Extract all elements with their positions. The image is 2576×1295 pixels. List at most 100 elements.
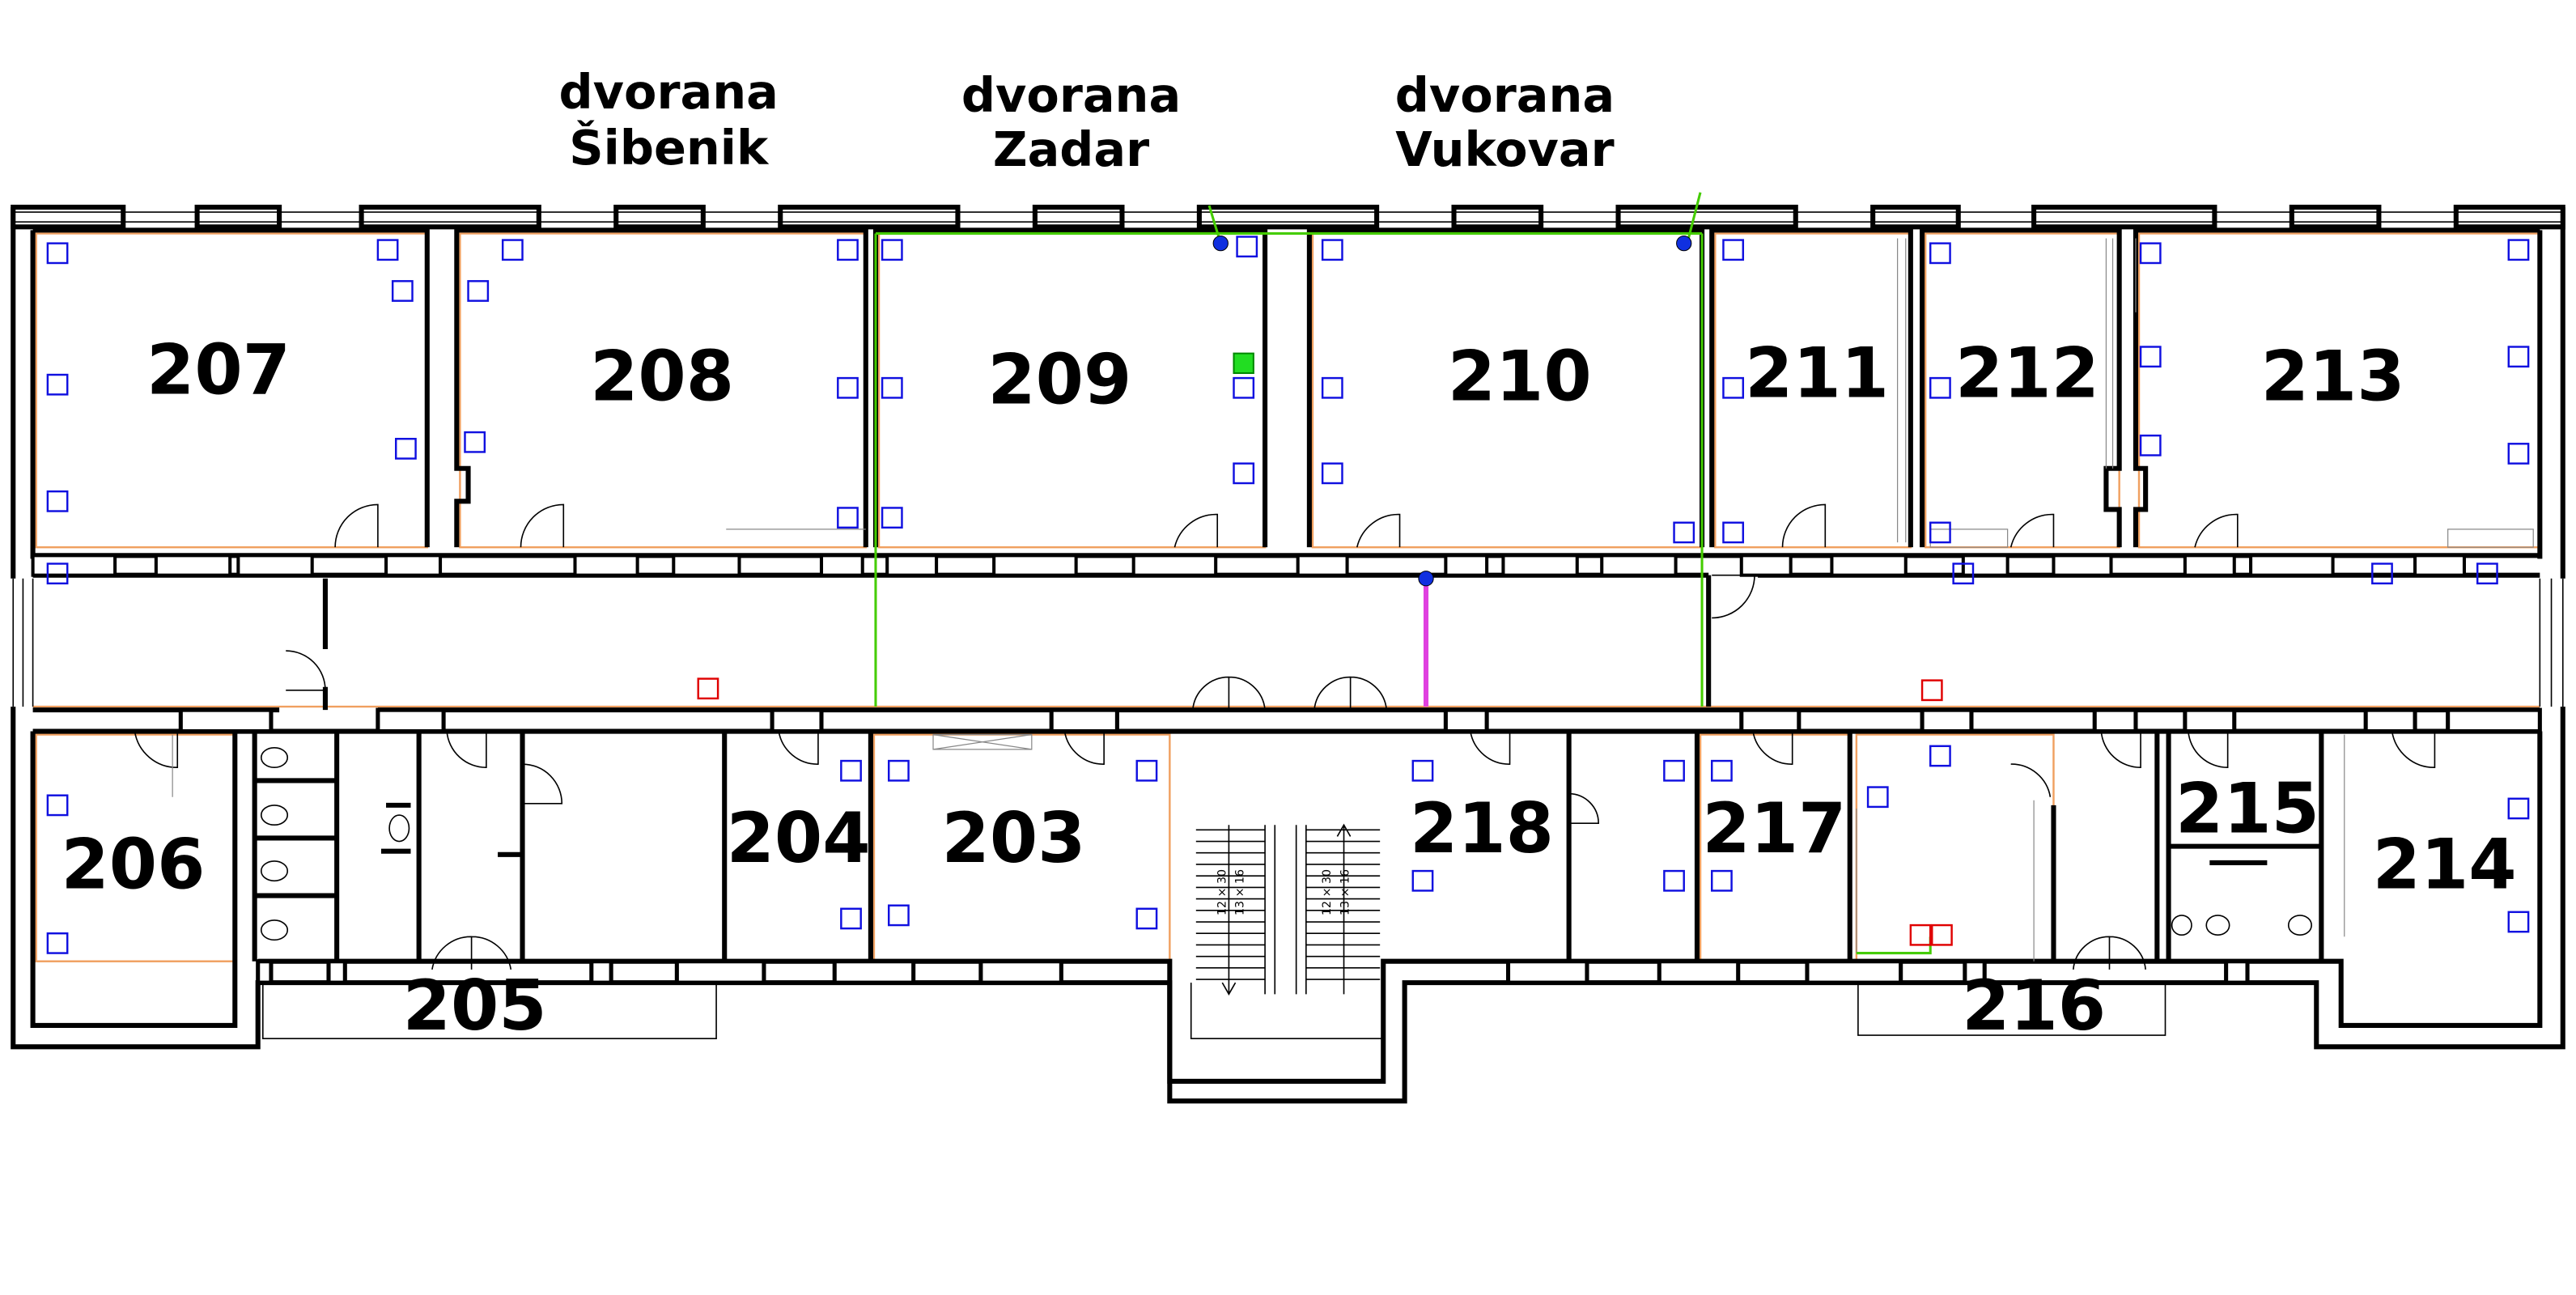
pier — [2224, 959, 2250, 985]
pier — [1501, 554, 1579, 577]
sensor — [1722, 376, 1745, 399]
room-number: 210 — [1448, 338, 1592, 418]
outlet — [1920, 679, 1943, 702]
room-number: 207 — [146, 330, 291, 410]
pier — [1196, 204, 1380, 230]
stair-note: 13 × 16 — [1339, 869, 1352, 915]
sensor — [1673, 521, 1695, 544]
sensor — [2139, 346, 2162, 368]
pier — [11, 204, 126, 230]
pier — [1443, 707, 1489, 734]
outlet — [1909, 923, 1932, 946]
access-point — [1212, 235, 1229, 252]
sensor — [2507, 797, 2530, 820]
sensor — [1929, 521, 1951, 544]
pier — [1739, 707, 1802, 734]
sensor — [837, 239, 859, 261]
hall-label: dvorana — [559, 64, 779, 120]
window-piers — [11, 204, 2565, 985]
pier — [1961, 554, 2009, 577]
sensor — [2507, 443, 2530, 465]
pier — [2031, 204, 2217, 230]
pier — [2183, 554, 2236, 577]
sensor — [501, 239, 524, 261]
room-number: 208 — [590, 338, 734, 418]
pier — [236, 554, 314, 577]
sensor — [881, 507, 903, 529]
sensor — [840, 759, 862, 782]
pier — [770, 707, 824, 734]
sensor — [46, 794, 69, 817]
stair-note: 12 × 30 — [1216, 869, 1229, 915]
pier — [2092, 707, 2138, 734]
pier — [1505, 959, 1589, 985]
stair-note: 13 × 16 — [1234, 869, 1247, 915]
sensors — [46, 236, 2530, 954]
pier — [672, 554, 741, 577]
room-number: 217 — [1702, 789, 1846, 869]
sensor — [2139, 242, 2162, 265]
sensor — [2507, 239, 2530, 261]
pier — [778, 204, 961, 230]
sensor — [395, 437, 417, 460]
sensor — [887, 904, 910, 927]
outlet — [1931, 923, 1953, 946]
sensor — [2507, 911, 2530, 933]
pier — [256, 959, 274, 985]
pier — [2446, 707, 2542, 734]
pier — [178, 707, 274, 734]
stair-note: 12 × 30 — [1321, 869, 1334, 915]
access-point — [1676, 235, 1692, 252]
sensor — [1929, 242, 1951, 265]
pier — [2363, 707, 2417, 734]
sensor — [1135, 907, 1158, 930]
sensor — [2139, 434, 2162, 456]
sensor — [391, 280, 414, 302]
sensor — [1321, 239, 1343, 261]
sensor — [1929, 745, 1951, 767]
hall-label: Vukovar — [1395, 121, 1614, 177]
sensor — [1135, 759, 1158, 782]
toilets — [260, 747, 2312, 941]
sensor — [1722, 521, 1745, 544]
sensor — [1711, 759, 1733, 782]
sensor — [1929, 376, 1951, 399]
pier — [1963, 959, 1987, 985]
doors — [134, 238, 2534, 970]
room-number: 215 — [2175, 769, 2319, 849]
switch — [1233, 352, 1254, 375]
pier — [2052, 554, 2113, 577]
pier — [819, 554, 864, 577]
room-number: 203 — [942, 799, 1086, 879]
pier — [1451, 204, 1544, 230]
pier — [2249, 554, 2335, 577]
pier — [2453, 204, 2565, 230]
sensor — [1722, 239, 1745, 261]
pier — [573, 554, 639, 577]
room-number: 204 — [727, 799, 871, 879]
room-number: 212 — [1955, 334, 2099, 414]
sensor — [1236, 236, 1258, 258]
room-number: 209 — [987, 341, 1131, 421]
room-number: 205 — [403, 966, 547, 1047]
hall-label: dvorana — [961, 67, 1181, 123]
pier — [31, 554, 117, 577]
pier — [384, 554, 443, 577]
pier — [1049, 707, 1119, 734]
stairs: 12 × 30 13 × 16 12 × 30 13 × 16 — [1195, 823, 1381, 996]
sensor — [46, 563, 69, 585]
sensor — [1411, 869, 1434, 892]
pier — [154, 554, 232, 577]
hall-label: dvorana — [1395, 67, 1615, 123]
window — [13, 211, 2563, 223]
sensor — [1663, 869, 1685, 892]
pier — [1296, 554, 1349, 577]
pier — [326, 959, 347, 985]
pier — [1739, 554, 1793, 577]
sensor — [1663, 759, 1685, 782]
pier — [589, 959, 613, 985]
hall-label: Zadar — [993, 121, 1149, 177]
pier — [2413, 554, 2466, 577]
pier — [376, 707, 446, 734]
